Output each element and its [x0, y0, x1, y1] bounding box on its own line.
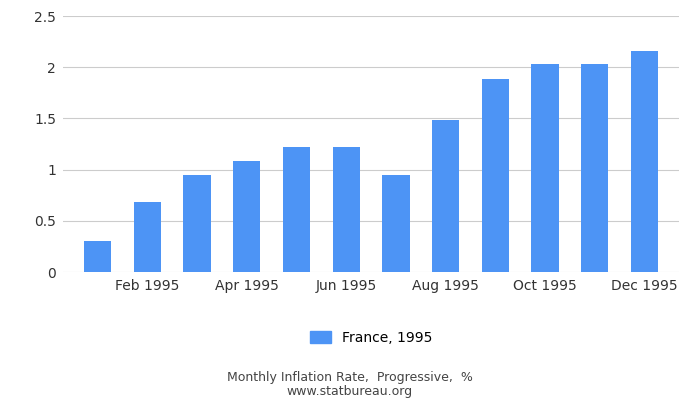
Bar — [531, 64, 559, 272]
Bar — [382, 175, 410, 272]
Legend: France, 1995: France, 1995 — [304, 325, 438, 350]
Bar — [134, 202, 161, 272]
Bar — [183, 175, 211, 272]
Bar — [233, 162, 260, 272]
Text: www.statbureau.org: www.statbureau.org — [287, 386, 413, 398]
Bar — [581, 64, 608, 272]
Text: Monthly Inflation Rate,  Progressive,  %: Monthly Inflation Rate, Progressive, % — [227, 372, 473, 384]
Bar — [283, 147, 310, 272]
Bar — [432, 120, 459, 272]
Bar — [482, 80, 509, 272]
Bar — [332, 147, 360, 272]
Bar — [631, 51, 658, 272]
Bar — [84, 241, 111, 272]
